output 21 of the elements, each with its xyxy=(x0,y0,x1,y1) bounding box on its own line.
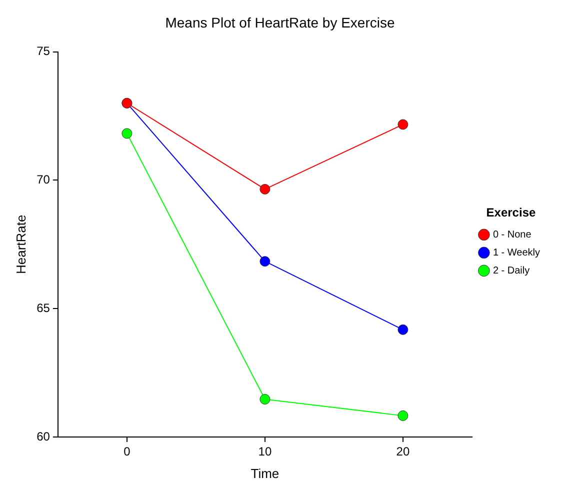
point xyxy=(260,256,270,267)
legend-label: 0 - None xyxy=(492,229,532,240)
y-tick-label: 70 xyxy=(36,172,50,187)
x-axis-title: Time xyxy=(250,466,280,481)
legend-label: 2 - Daily xyxy=(492,265,530,276)
y-tick-label: 65 xyxy=(36,300,50,315)
x-tick-label: 0 xyxy=(124,444,131,459)
y-tick-label: 60 xyxy=(36,429,50,444)
y-axis-title: HeartRate xyxy=(13,214,28,274)
point xyxy=(260,184,270,194)
legend-label: 1 - Weekly xyxy=(492,247,540,258)
point xyxy=(398,119,408,130)
point xyxy=(398,324,408,335)
y-tick-label: 75 xyxy=(36,44,50,58)
x-tick-label: 10 xyxy=(258,444,272,459)
point xyxy=(260,394,270,404)
x-tick-label: 20 xyxy=(396,444,410,459)
chart-title: Means Plot of HeartRate by Exercise xyxy=(165,14,395,30)
point xyxy=(398,410,408,421)
legend-title: Exercise xyxy=(486,206,536,220)
point xyxy=(122,128,132,139)
